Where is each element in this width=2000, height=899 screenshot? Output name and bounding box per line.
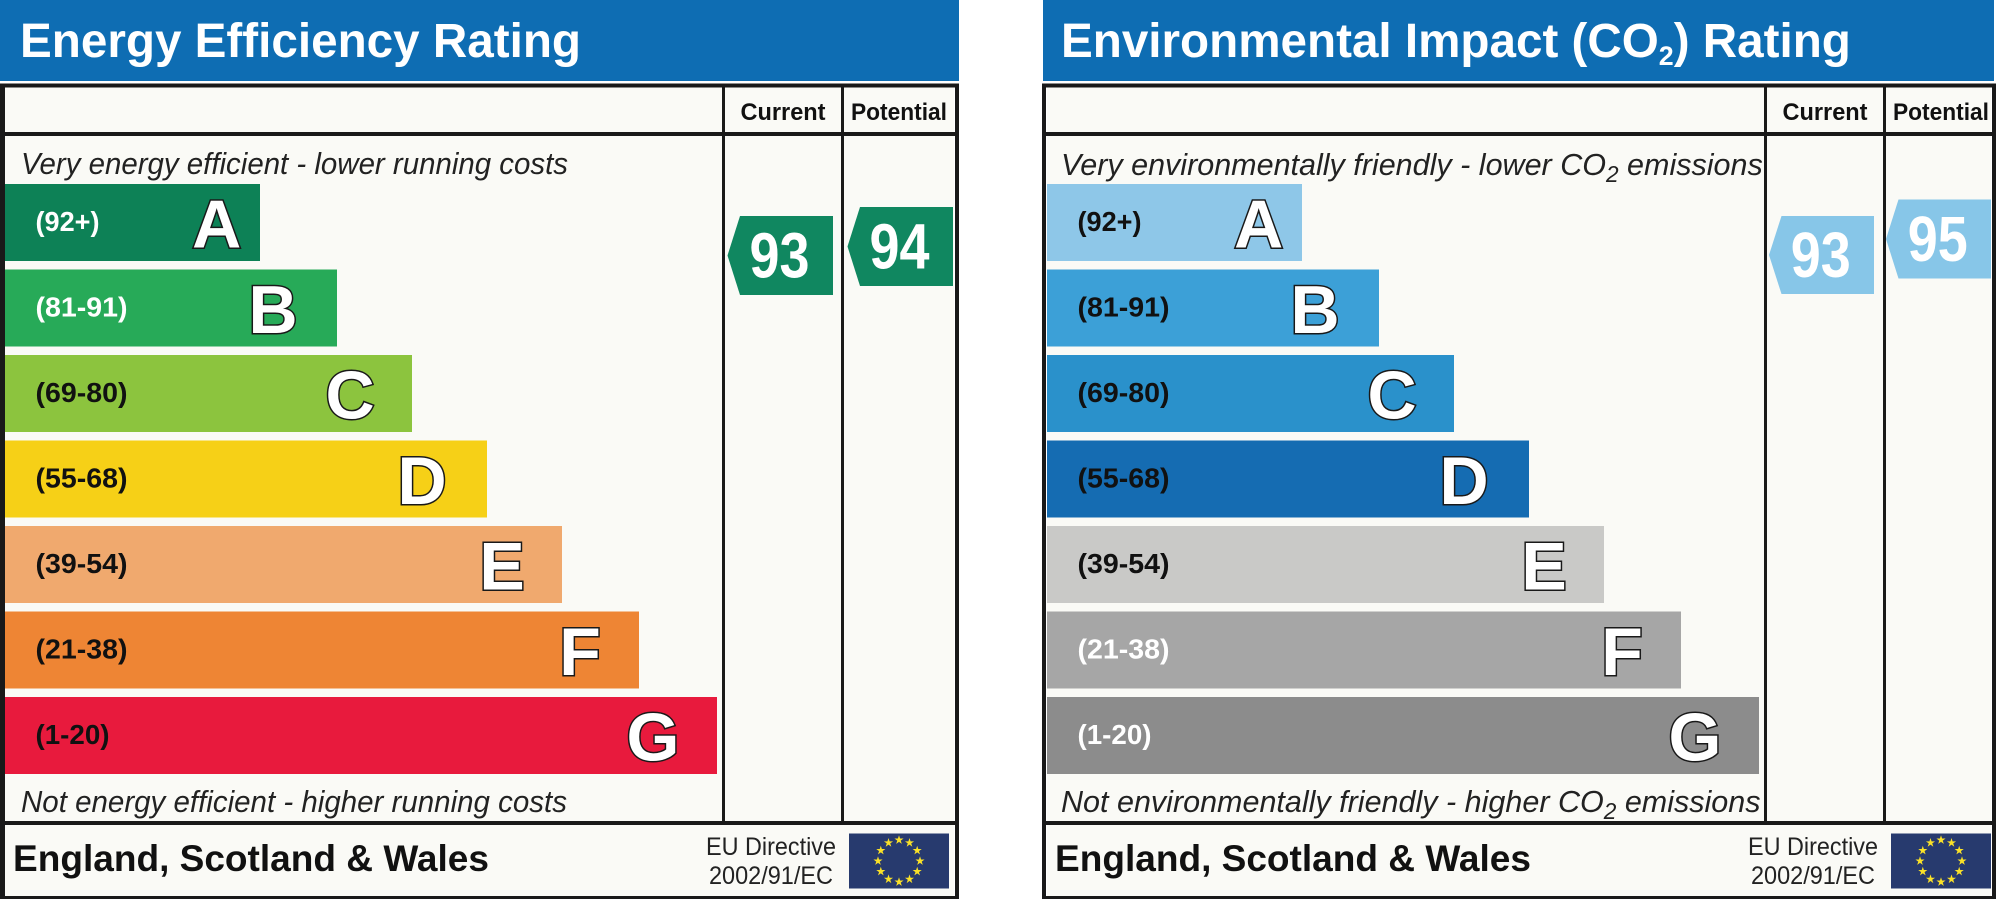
- svg-text:Not energy efficient - higher: Not energy efficient - higher running co…: [21, 784, 567, 819]
- svg-text:(81-91): (81-91): [36, 292, 128, 323]
- svg-text:(69-80): (69-80): [1078, 377, 1170, 408]
- svg-text:England, Scotland & Wales: England, Scotland & Wales: [1055, 838, 1531, 879]
- svg-text:Very energy efficient - lower: Very energy efficient - lower running co…: [21, 146, 568, 181]
- svg-text:D: D: [1439, 443, 1488, 519]
- svg-text:England, Scotland & Wales: England, Scotland & Wales: [13, 838, 489, 879]
- svg-text:E: E: [479, 529, 524, 605]
- svg-text:A: A: [1234, 187, 1283, 263]
- svg-text:E: E: [1521, 529, 1566, 605]
- svg-text:(39-54): (39-54): [36, 548, 128, 579]
- svg-text:(39-54): (39-54): [1078, 548, 1170, 579]
- svg-text:(69-80): (69-80): [36, 377, 128, 408]
- svg-text:(92+): (92+): [1078, 206, 1142, 237]
- svg-text:Potential: Potential: [1893, 99, 1989, 126]
- svg-text:Current: Current: [1783, 99, 1868, 126]
- svg-text:A: A: [192, 187, 241, 263]
- svg-text:B: B: [248, 272, 297, 348]
- svg-text:(21-38): (21-38): [1078, 634, 1170, 665]
- svg-text:(92+): (92+): [36, 206, 100, 237]
- svg-text:94: 94: [870, 210, 930, 282]
- svg-text:Energy Efficiency Rating: Energy Efficiency Rating: [20, 15, 581, 68]
- svg-text:(81-91): (81-91): [1078, 292, 1170, 323]
- svg-text:C: C: [325, 358, 374, 434]
- svg-text:C: C: [1367, 358, 1416, 434]
- svg-text:2002/91/EC: 2002/91/EC: [709, 862, 833, 890]
- svg-text:Current: Current: [741, 99, 826, 126]
- svg-text:Very environmentally friendly: Very environmentally friendly - lower CO…: [1061, 147, 1763, 187]
- svg-text:EU Directive: EU Directive: [1748, 833, 1878, 861]
- svg-text:F: F: [559, 614, 601, 690]
- svg-text:EU Directive: EU Directive: [706, 833, 836, 861]
- svg-text:Not environmentally friendly -: Not environmentally friendly - higher CO…: [1061, 784, 1761, 824]
- svg-text:Potential: Potential: [851, 99, 947, 126]
- svg-text:(1-20): (1-20): [1078, 719, 1152, 750]
- svg-text:2002/91/EC: 2002/91/EC: [1751, 862, 1875, 890]
- svg-text:F: F: [1601, 614, 1643, 690]
- svg-text:Environmental Impact (CO2) Rat: Environmental Impact (CO2) Rating: [1061, 15, 1851, 71]
- svg-text:93: 93: [750, 219, 810, 291]
- svg-text:95: 95: [1908, 203, 1968, 275]
- svg-text:(1-20): (1-20): [36, 719, 110, 750]
- svg-text:G: G: [627, 700, 680, 776]
- svg-text:(21-38): (21-38): [36, 634, 128, 665]
- svg-text:(55-68): (55-68): [1078, 463, 1170, 494]
- svg-text:B: B: [1290, 272, 1339, 348]
- svg-text:(55-68): (55-68): [36, 463, 128, 494]
- svg-text:G: G: [1669, 700, 1722, 776]
- svg-text:D: D: [397, 443, 446, 519]
- svg-text:93: 93: [1791, 219, 1851, 291]
